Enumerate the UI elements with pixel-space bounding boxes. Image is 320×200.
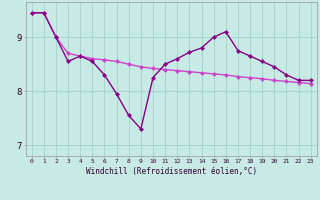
X-axis label: Windchill (Refroidissement éolien,°C): Windchill (Refroidissement éolien,°C)	[86, 167, 257, 176]
